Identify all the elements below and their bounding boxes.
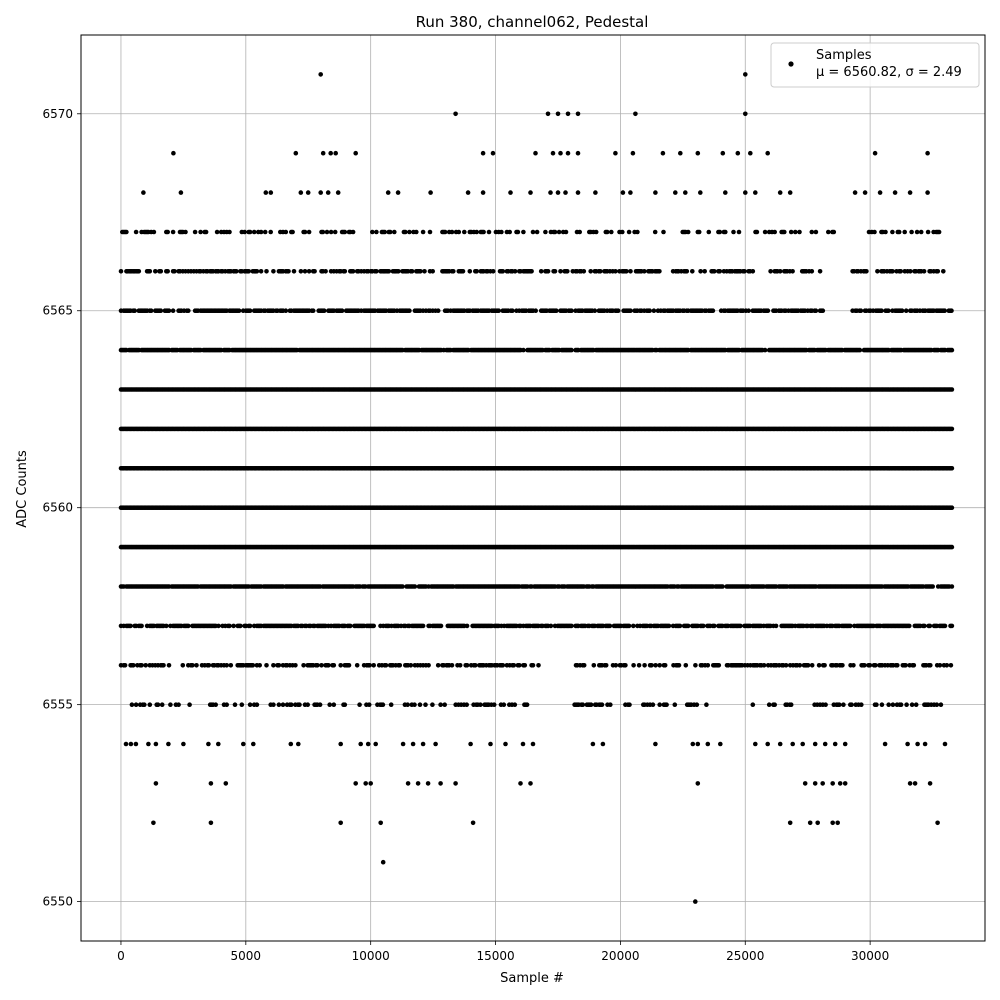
grid-lines	[81, 35, 985, 941]
sample-point	[949, 584, 955, 589]
sample-point	[677, 623, 683, 629]
sample-point	[554, 308, 559, 314]
sample-point	[712, 623, 717, 629]
sample-point	[371, 623, 377, 629]
sample-point	[236, 308, 242, 314]
sample-point	[533, 308, 538, 314]
sample-point	[148, 308, 154, 314]
sample-point	[166, 308, 172, 314]
sample-point	[569, 347, 574, 353]
sample-point	[949, 466, 955, 471]
chart-title: Run 380, channel062, Pedestal	[416, 13, 649, 31]
sample-point	[400, 584, 405, 589]
sample-point	[927, 623, 933, 629]
sample-point	[186, 308, 191, 314]
sample-point	[310, 308, 316, 314]
sample-point	[765, 308, 771, 314]
sample-point	[949, 623, 955, 629]
sample-point	[666, 623, 672, 629]
sample-point	[949, 347, 955, 353]
sample-point	[607, 623, 613, 629]
sample-point	[647, 308, 652, 314]
sample-point	[592, 308, 598, 314]
sample-point	[521, 347, 526, 353]
sample-point	[615, 308, 621, 314]
sample-point	[420, 623, 426, 629]
sample-point	[949, 505, 955, 511]
sample-point	[348, 623, 353, 629]
sample-point	[569, 623, 574, 629]
sample-point	[738, 623, 743, 629]
sample-point	[710, 308, 716, 314]
sample-point	[949, 426, 955, 432]
sample-point	[942, 623, 948, 629]
sample-point	[238, 623, 243, 629]
sample-point	[651, 308, 657, 314]
sample-point	[164, 623, 169, 629]
sample-point	[628, 308, 633, 314]
sample-point	[922, 623, 927, 629]
sample-point	[930, 584, 935, 589]
sample-point	[496, 308, 502, 314]
sample-point	[907, 623, 912, 629]
sample-point	[435, 308, 441, 314]
sample-point	[128, 623, 133, 629]
sample-point	[820, 308, 826, 314]
sample-point	[857, 347, 863, 353]
sample-point	[848, 623, 853, 629]
sample-point	[227, 623, 232, 629]
sample-point	[216, 623, 221, 629]
sample-point	[949, 544, 955, 550]
sample-point	[186, 623, 191, 629]
sample-point	[247, 308, 253, 314]
sample-point	[773, 623, 779, 629]
sample-point	[321, 308, 327, 314]
sample-point	[720, 584, 725, 589]
sample-points	[118, 72, 955, 904]
sample-point	[626, 623, 632, 629]
sample-point	[858, 308, 864, 314]
sample-point	[701, 623, 706, 629]
sample-point	[813, 308, 819, 314]
sample-point	[407, 308, 412, 314]
sample-point	[746, 308, 751, 314]
sample-point	[132, 308, 137, 314]
sample-point	[464, 623, 470, 629]
sample-point	[158, 308, 164, 314]
sample-point	[685, 623, 691, 629]
sample-point	[438, 623, 444, 629]
sample-point	[548, 623, 554, 629]
sample-point	[139, 623, 144, 629]
sample-point	[412, 584, 418, 589]
sample-point	[339, 308, 345, 314]
sample-point	[247, 623, 253, 629]
sample-point	[231, 623, 236, 629]
sample-point	[170, 308, 176, 314]
sample-point	[631, 623, 636, 629]
sample-point	[510, 308, 515, 314]
sample-point	[949, 387, 955, 392]
sample-point	[283, 308, 289, 314]
sample-point	[569, 308, 574, 314]
sample-point	[762, 347, 768, 353]
